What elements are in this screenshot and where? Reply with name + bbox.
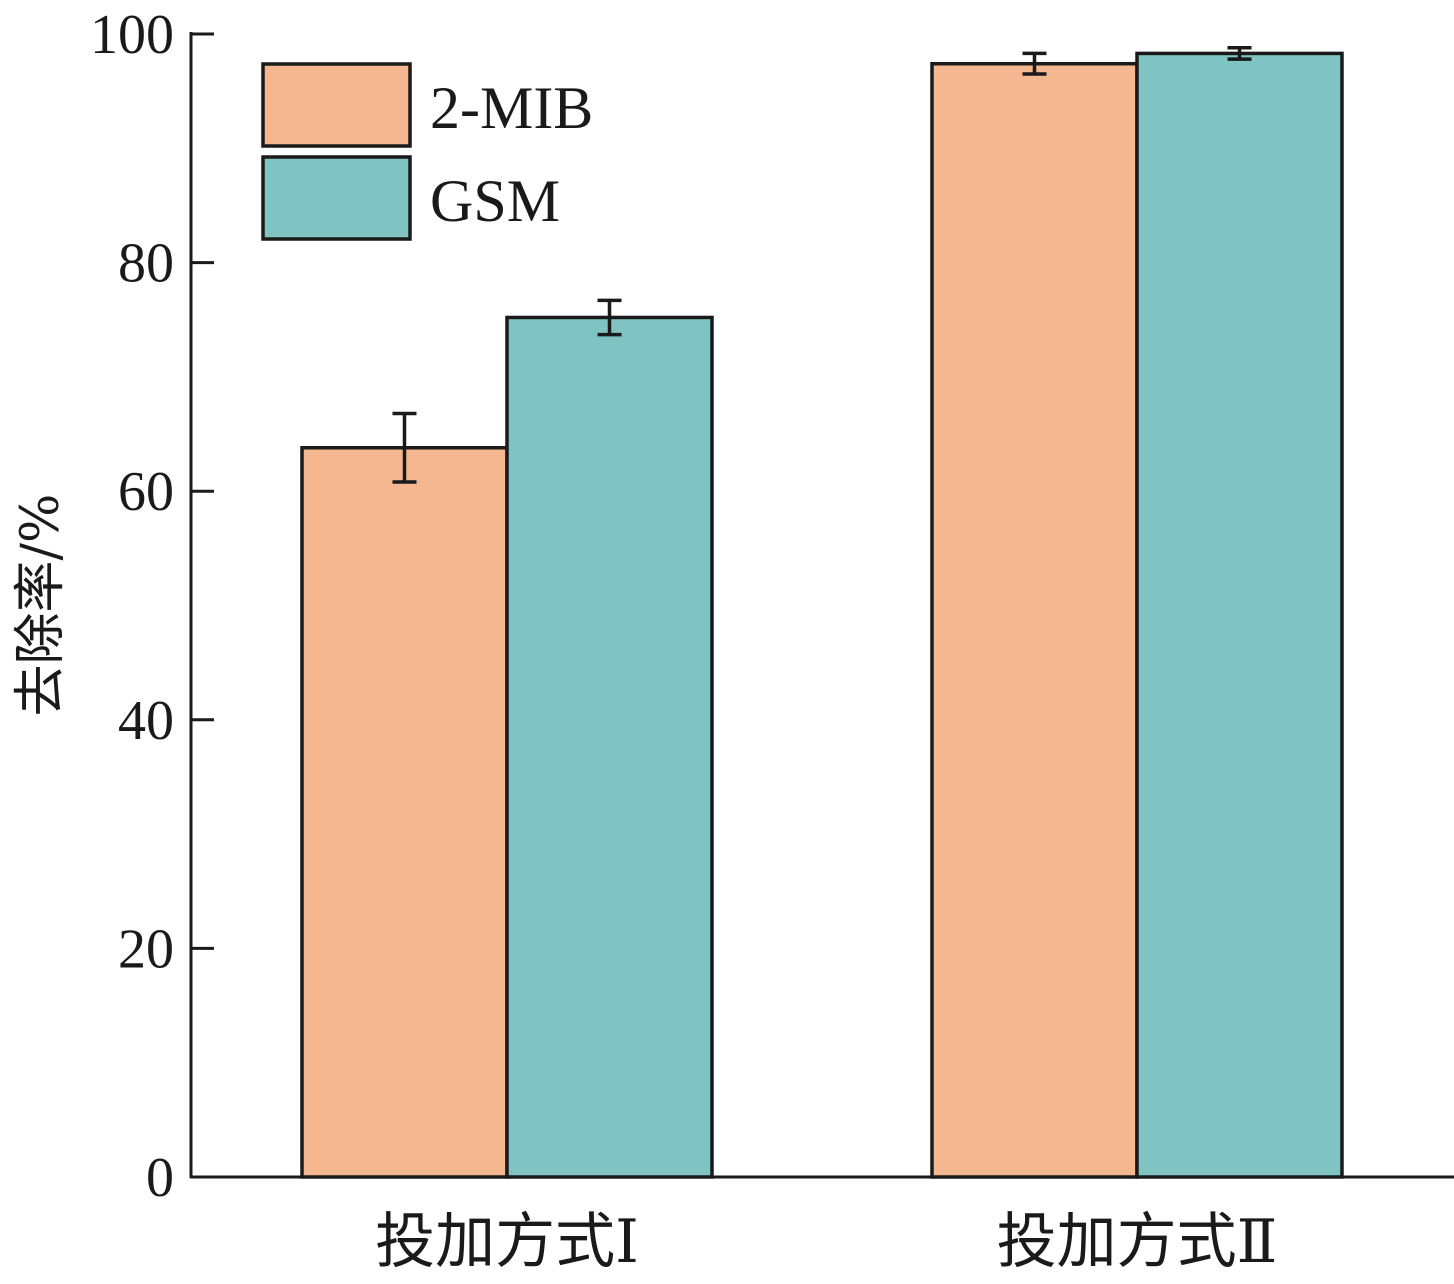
error-bars-layer	[392, 45, 1252, 484]
legend-label-GSM: GSM	[430, 168, 560, 234]
bar-GSM-1	[505, 315, 714, 1179]
bar-2-MIB-2	[930, 61, 1139, 1179]
bar-2-MIB-1	[300, 446, 509, 1179]
y-tick-label: 80	[118, 233, 174, 295]
error-bar-GSM-1	[597, 298, 622, 337]
y-axis-title: 去除率/%	[11, 494, 71, 717]
legend: 2-MIB GSM	[261, 62, 593, 241]
bar-GSM-2	[1135, 51, 1344, 1179]
error-bar-2-MIB-2	[1022, 51, 1047, 76]
legend-label-2-MIB: 2-MIB	[430, 75, 593, 141]
error-bar-2-MIB-1	[392, 411, 417, 484]
legend-swatch-GSM	[261, 155, 412, 241]
error-bar-GSM-2	[1227, 45, 1252, 61]
y-tick-label: 60	[118, 461, 174, 523]
axes	[189, 32, 1454, 1179]
y-ticks: 0 20 40 60 80 100	[90, 4, 214, 1209]
y-tick-label: 40	[118, 690, 174, 752]
x-category-labels: 投加方式Ⅰ 投加方式Ⅱ	[375, 1207, 1277, 1277]
x-category-label: 投加方式Ⅰ	[375, 1207, 639, 1277]
x-category-label: 投加方式Ⅱ	[997, 1207, 1278, 1277]
y-tick-label: 0	[146, 1147, 174, 1209]
legend-swatch-2-MIB	[261, 62, 412, 148]
y-tick-label: 100	[90, 4, 174, 66]
y-tick-label: 20	[118, 918, 174, 980]
